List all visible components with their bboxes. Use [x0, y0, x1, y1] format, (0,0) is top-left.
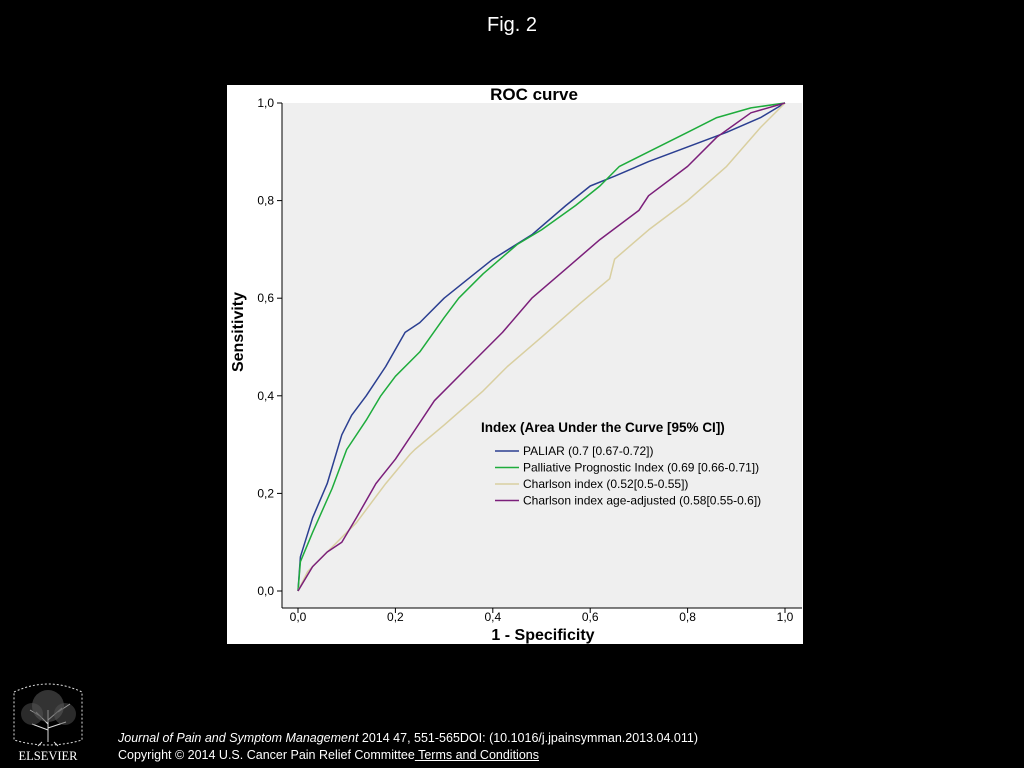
- y-axis-label: Sensitivity: [230, 292, 247, 372]
- terms-and-conditions-link[interactable]: Terms and Conditions: [414, 748, 539, 762]
- legend-title: Index (Area Under the Curve [95% CI]): [481, 420, 725, 435]
- elsevier-logo: ELSEVIER: [13, 683, 83, 763]
- copyright-text: Copyright © 2014 U.S. Cancer Pain Relief…: [118, 748, 415, 762]
- series-line-1: [297, 102, 786, 592]
- copyright: Copyright © 2014 U.S. Cancer Pain Relief…: [118, 748, 539, 762]
- citation-details: 2014 47, 551-565DOI: (10.1016/j.jpainsym…: [358, 731, 698, 745]
- x-tick-label: 1,0: [777, 610, 794, 624]
- series-line-3: [297, 102, 786, 592]
- series-line-2: [297, 102, 786, 592]
- series-line-4: [297, 102, 786, 592]
- x-tick-label: 0,2: [387, 610, 404, 624]
- x-tick-label: 0,6: [582, 610, 599, 624]
- publisher-name: ELSEVIER: [18, 749, 78, 763]
- legend-item-label: Palliative Prognostic Index (0.69 [0.66-…: [523, 461, 759, 475]
- x-tick-label: 0,8: [679, 610, 696, 624]
- journal-name: Journal of Pain and Symptom Management: [118, 731, 359, 745]
- y-tick-label: 1,0: [257, 96, 274, 110]
- y-tick-label: 0,2: [257, 486, 274, 500]
- citation: Journal of Pain and Symptom Management 2…: [118, 731, 698, 745]
- roc-chart: 0,0 0,2 0,4 0,6 0,8 1,0 0,0 0,2 0,4 0,6 0,8 1,0 ROC…: [227, 85, 803, 644]
- roc-chart-svg: 0,0 0,2 0,4 0,6 0,8 1,0 0,0 0,2 0,4 0,6 0,8 1,0 ROC…: [230, 85, 802, 644]
- legend-item-label: PALIAR (0.7 [0.67-0.72]): [523, 444, 654, 458]
- legend: Index (Area Under the Curve [95% CI]) PA…: [481, 420, 761, 508]
- y-tick-label: 0,0: [257, 584, 274, 598]
- x-axis-label: 1 - Specificity: [491, 627, 594, 644]
- legend-item-label: Charlson index (0.52[0.5-0.55]): [523, 477, 688, 491]
- y-tick-label: 0,6: [257, 291, 274, 305]
- legend-item-label: Charlson index age-adjusted (0.58[0.55-0…: [523, 494, 761, 508]
- y-tick-label: 0,8: [257, 194, 274, 208]
- x-tick-label: 0,0: [290, 610, 307, 624]
- figure-title: Fig. 2: [486, 14, 538, 36]
- y-tick-label: 0,4: [257, 389, 274, 403]
- plot-area: [282, 103, 802, 608]
- chart-title: ROC curve: [490, 85, 578, 104]
- x-tick-label: 0,4: [484, 610, 501, 624]
